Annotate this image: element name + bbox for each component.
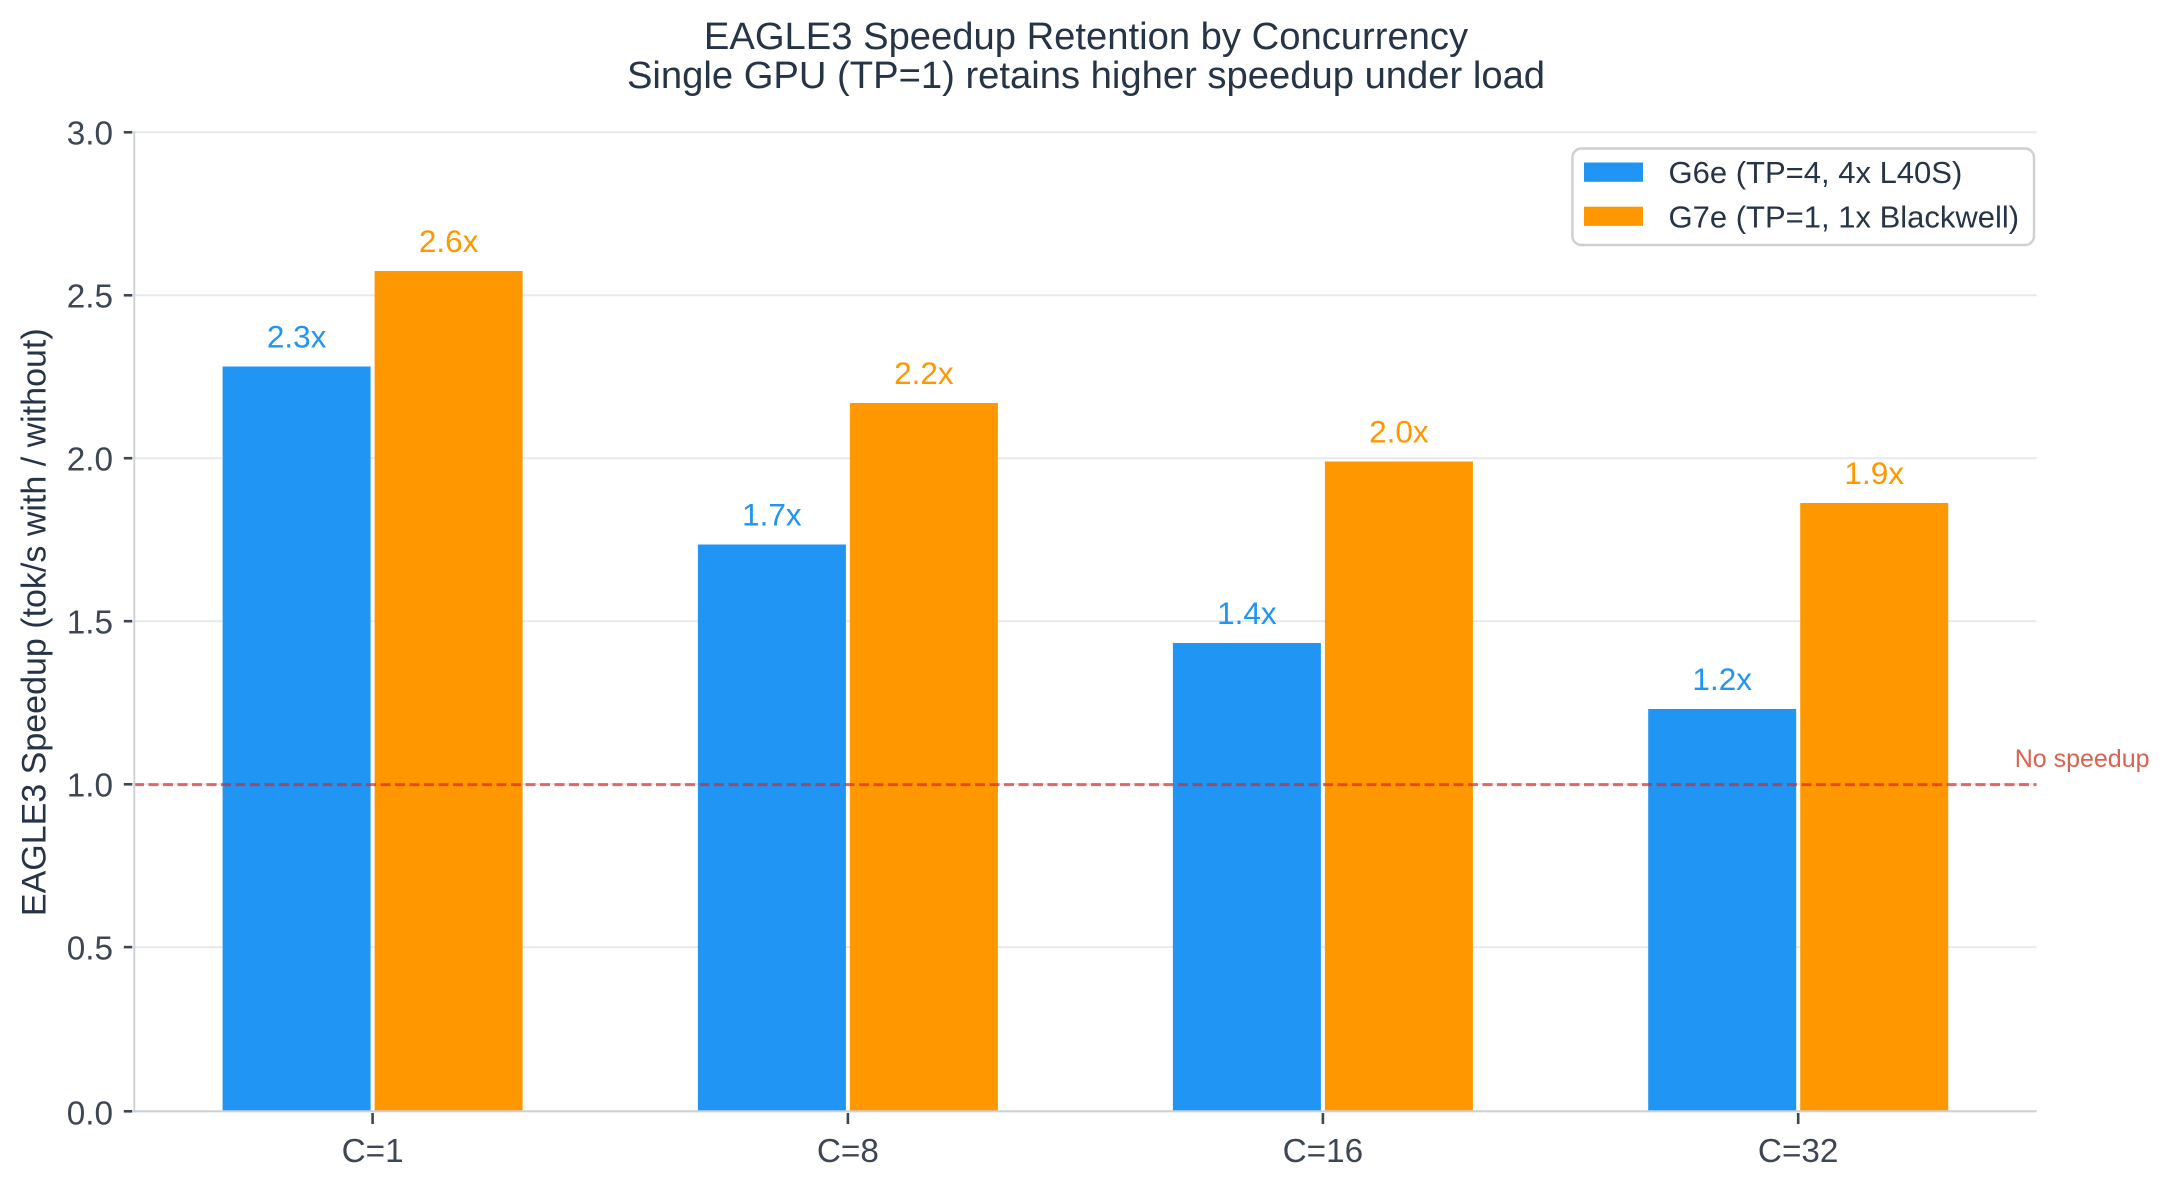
svg-text:1.7x: 1.7x bbox=[742, 497, 802, 533]
svg-text:C=1: C=1 bbox=[342, 1133, 404, 1170]
svg-text:1.9x: 1.9x bbox=[1844, 455, 1904, 491]
svg-text:No speedup: No speedup bbox=[2015, 745, 2150, 773]
svg-text:1.4x: 1.4x bbox=[1217, 595, 1277, 631]
svg-text:1.0: 1.0 bbox=[67, 768, 113, 805]
svg-text:2.2x: 2.2x bbox=[894, 355, 954, 391]
svg-text:0.0: 0.0 bbox=[67, 1096, 113, 1133]
svg-text:1.5: 1.5 bbox=[67, 605, 113, 642]
svg-text:G7e (TP=1, 1x Blackwell): G7e (TP=1, 1x Blackwell) bbox=[1669, 200, 2020, 235]
svg-text:EAGLE3 Speedup Retention by Co: EAGLE3 Speedup Retention by Concurrency bbox=[704, 15, 1469, 58]
svg-text:2.5: 2.5 bbox=[67, 279, 113, 316]
svg-text:C=16: C=16 bbox=[1283, 1133, 1364, 1170]
svg-text:G6e (TP=4, 4x L40S): G6e (TP=4, 4x L40S) bbox=[1669, 155, 1963, 190]
svg-text:3.0: 3.0 bbox=[67, 116, 113, 153]
svg-text:Single GPU (TP=1) retains high: Single GPU (TP=1) retains higher speedup… bbox=[627, 54, 1545, 97]
svg-text:C=8: C=8 bbox=[817, 1133, 879, 1170]
svg-text:2.0x: 2.0x bbox=[1369, 414, 1429, 450]
svg-text:2.6x: 2.6x bbox=[419, 223, 479, 259]
svg-text:2.3x: 2.3x bbox=[267, 319, 327, 355]
svg-text:0.5: 0.5 bbox=[67, 931, 113, 968]
svg-text:2.0: 2.0 bbox=[67, 442, 113, 479]
svg-text:1.2x: 1.2x bbox=[1692, 661, 1752, 697]
svg-text:EAGLE3 Speedup (tok/s with / w: EAGLE3 Speedup (tok/s with / without) bbox=[16, 328, 54, 916]
svg-text:C=32: C=32 bbox=[1758, 1133, 1839, 1170]
